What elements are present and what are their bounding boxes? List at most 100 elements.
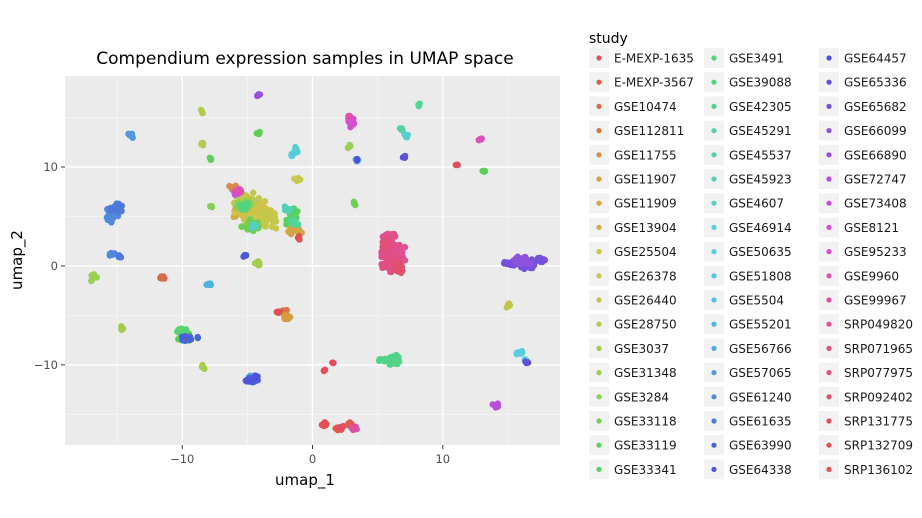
legend-entry-label: GSE66099 bbox=[844, 124, 907, 138]
data-point bbox=[376, 355, 383, 363]
legend-entry-label: GSE42305 bbox=[729, 100, 792, 114]
legend-entry-label: E-MEXP-1635 bbox=[614, 52, 694, 66]
data-point bbox=[285, 208, 293, 215]
legend-entry-label: GSE95233 bbox=[844, 245, 907, 259]
x-tick-label: 10 bbox=[435, 452, 450, 466]
legend-key-dot bbox=[826, 176, 832, 182]
legend-entry-label: GSE112811 bbox=[614, 124, 684, 138]
legend-entry-label: GSE99967 bbox=[844, 294, 907, 308]
legend-entry-label: SRP136102 bbox=[844, 463, 913, 477]
legend-key-dot bbox=[711, 176, 717, 182]
legend-key-dot bbox=[826, 418, 832, 424]
legend-entry-label: GSE13904 bbox=[614, 221, 677, 235]
legend-entry-label: GSE73408 bbox=[844, 197, 907, 211]
data-point bbox=[351, 200, 358, 207]
x-tick-label: 0 bbox=[309, 452, 316, 466]
data-point bbox=[345, 112, 352, 120]
legend-key-dot bbox=[711, 442, 717, 448]
legend-entry-label: E-MEXP-3567 bbox=[614, 76, 694, 90]
data-point bbox=[516, 257, 523, 265]
legend-key-dot bbox=[596, 466, 602, 472]
legend-entry-label: GSE11909 bbox=[614, 197, 677, 211]
data-point bbox=[249, 189, 257, 196]
y-tick-label: −10 bbox=[34, 358, 58, 372]
legend-key-dot bbox=[596, 273, 602, 279]
legend-key-dot bbox=[826, 370, 832, 376]
data-point bbox=[415, 101, 422, 108]
x-tick-label: −10 bbox=[170, 452, 194, 466]
data-point bbox=[346, 142, 354, 149]
legend-key-dot bbox=[711, 152, 717, 158]
data-point bbox=[253, 375, 260, 382]
legend-key-dot bbox=[826, 466, 832, 472]
legend-key-dot bbox=[711, 321, 717, 327]
legend-entry-label: SRP092402 bbox=[844, 390, 913, 404]
legend-key-dot bbox=[596, 128, 602, 134]
data-point bbox=[382, 240, 389, 247]
legend-key-dot bbox=[596, 249, 602, 255]
data-point bbox=[253, 92, 261, 100]
data-point bbox=[194, 333, 201, 341]
legend-key-dot bbox=[596, 345, 602, 351]
legend-entry-label: GSE45923 bbox=[729, 173, 792, 187]
legend-key-dot bbox=[711, 273, 717, 279]
data-point bbox=[504, 259, 511, 266]
legend-entry-label: GSE33119 bbox=[614, 439, 677, 453]
data-point bbox=[513, 350, 520, 358]
legend-key-dot bbox=[596, 200, 602, 206]
data-point bbox=[295, 174, 302, 182]
legend-entry-label: GSE46914 bbox=[729, 221, 792, 235]
legend-key-dot bbox=[711, 128, 717, 134]
legend-key-dot bbox=[711, 200, 717, 206]
legend-key-dot bbox=[711, 79, 717, 85]
legend-entry-label: GSE26378 bbox=[614, 269, 677, 283]
data-point bbox=[117, 254, 125, 261]
legend-key-dot bbox=[826, 128, 832, 134]
data-point bbox=[391, 232, 399, 240]
legend-key-dot bbox=[826, 273, 832, 279]
legend-entry-label: GSE50635 bbox=[729, 245, 792, 259]
legend-entry-label: GSE8121 bbox=[844, 221, 899, 235]
legend-entry-label: SRP131775 bbox=[844, 415, 913, 429]
data-point bbox=[476, 136, 484, 143]
data-point bbox=[321, 366, 329, 374]
legend-entry-label: SRP132709 bbox=[844, 439, 913, 453]
chart-title: Compendium expression samples in UMAP sp… bbox=[96, 49, 513, 69]
data-point bbox=[255, 262, 262, 269]
legend-title: study bbox=[589, 31, 628, 47]
legend-entry-label: GSE33341 bbox=[614, 463, 677, 477]
data-points bbox=[88, 90, 549, 434]
legend-entry-label: SRP071965 bbox=[844, 342, 913, 356]
data-point bbox=[108, 250, 115, 258]
grid-major-lines bbox=[65, 76, 560, 445]
legend-key-dot bbox=[711, 370, 717, 376]
legend-key-dot bbox=[826, 200, 832, 206]
legend-key-dot bbox=[596, 394, 602, 400]
data-point bbox=[272, 218, 280, 225]
legend-entry-label: GSE3491 bbox=[729, 52, 784, 66]
legend-key-dot bbox=[826, 55, 832, 61]
data-point bbox=[271, 210, 278, 217]
legend-key-dot bbox=[826, 224, 832, 230]
legend-key-dot bbox=[596, 297, 602, 303]
legend-entry-label: GSE66890 bbox=[844, 148, 907, 162]
data-point bbox=[383, 245, 390, 253]
data-point bbox=[523, 256, 530, 263]
data-point bbox=[181, 337, 189, 344]
legend-entry-label: GSE28750 bbox=[614, 318, 677, 332]
data-point bbox=[199, 142, 207, 149]
data-point bbox=[347, 123, 354, 131]
data-point bbox=[504, 301, 512, 308]
legend-key-dot bbox=[596, 176, 602, 182]
data-point bbox=[116, 203, 124, 210]
legend-entry-label: GSE4607 bbox=[729, 197, 784, 211]
data-point bbox=[481, 168, 489, 175]
data-point bbox=[119, 325, 127, 332]
legend-entry-label: GSE61240 bbox=[729, 390, 792, 404]
legend-entry-label: GSE56766 bbox=[729, 342, 792, 356]
legend-key-dot bbox=[826, 442, 832, 448]
legend-key-dot bbox=[826, 345, 832, 351]
data-point bbox=[294, 221, 302, 228]
data-point bbox=[237, 188, 244, 195]
legend-key-dot bbox=[596, 370, 602, 376]
